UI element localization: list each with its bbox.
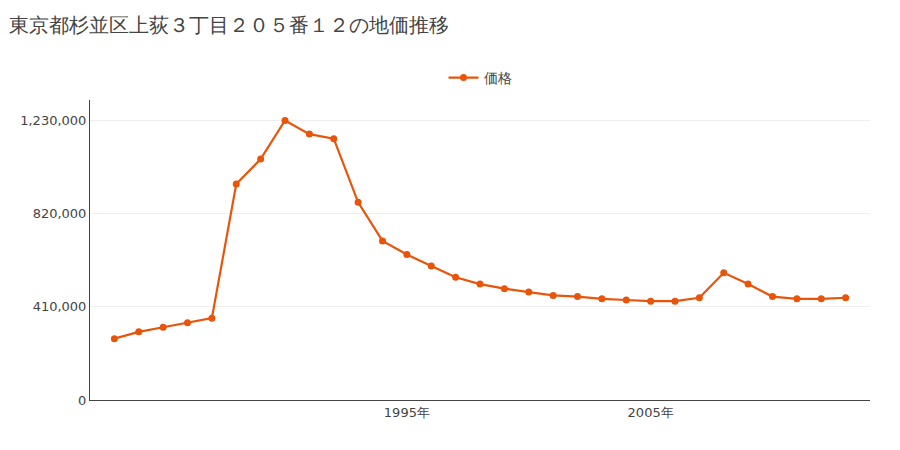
svg-text:1995年: 1995年 [384, 405, 430, 420]
svg-text:1,230,000: 1,230,000 [20, 113, 86, 128]
svg-text:東京都杉並区上荻３丁目２０５番１２の地価推移: 東京都杉並区上荻３丁目２０５番１２の地価推移 [9, 13, 449, 37]
svg-text:820,000: 820,000 [33, 206, 87, 221]
svg-text:2005年: 2005年 [628, 405, 674, 420]
svg-text:価格: 価格 [484, 70, 512, 86]
svg-text:0: 0 [78, 393, 86, 408]
svg-text:410,000: 410,000 [33, 299, 87, 314]
